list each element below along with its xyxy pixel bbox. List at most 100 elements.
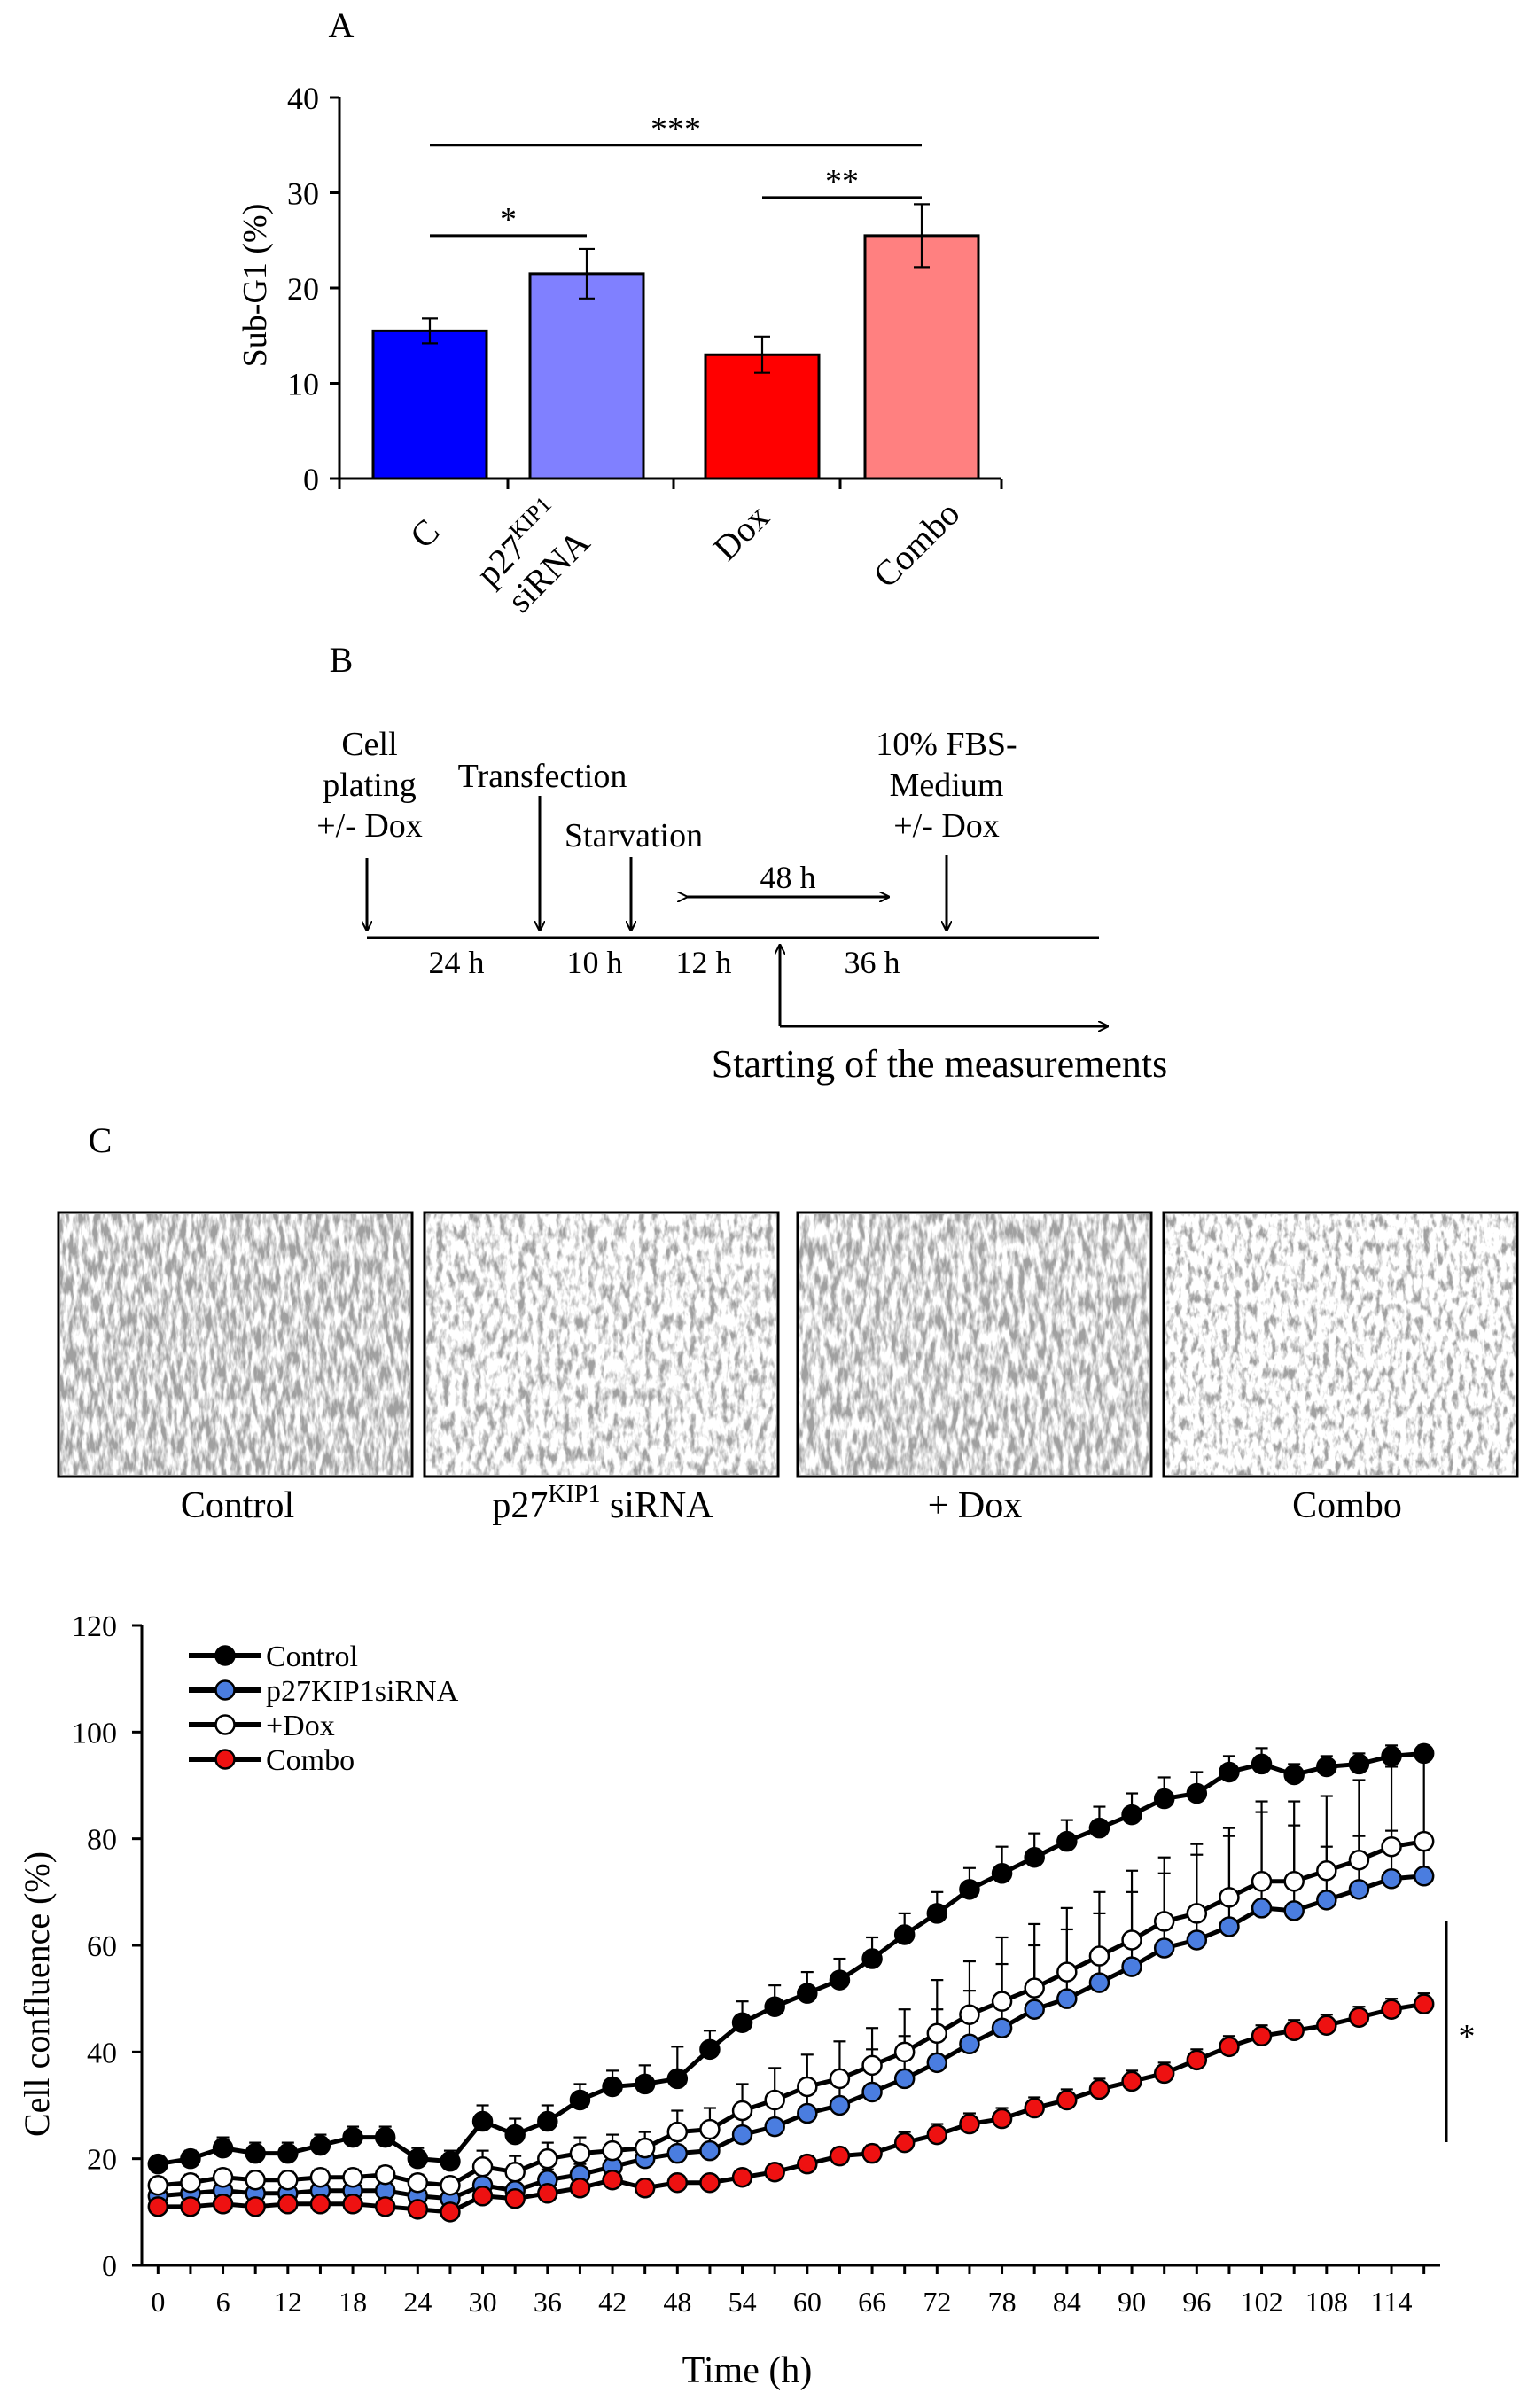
line-series-2-point	[893, 2068, 916, 2090]
line-series-2-point	[797, 2102, 818, 2124]
line-series-3-point	[634, 2137, 656, 2159]
micrograph-dox-image	[799, 1214, 1149, 1475]
bar-significance-label: **	[825, 163, 859, 200]
line-y-tick-label: 60	[87, 1930, 117, 1963]
line-series-2-point	[959, 2033, 980, 2055]
line-series-3-point	[537, 2147, 558, 2170]
line-series-4-point	[245, 2196, 266, 2217]
line-series-4-point	[374, 2196, 396, 2217]
bar-category-label-c: C	[402, 511, 448, 557]
line-series-1-point	[245, 2142, 266, 2164]
line-series-4-point	[1219, 2036, 1240, 2058]
line-series-3-point	[504, 2161, 526, 2183]
line-series-3-point	[245, 2169, 266, 2191]
line-x-tick-label: 96	[1182, 2286, 1211, 2318]
line-series-3-point	[147, 2175, 169, 2196]
bar-chart-significance: ******	[430, 111, 922, 238]
line-series-2-point	[1316, 1890, 1337, 1911]
line-series-4-point	[342, 2194, 363, 2215]
line-series-1-point	[602, 2076, 623, 2098]
line-series-4-point	[277, 2194, 299, 2215]
line-series-4-point	[602, 2169, 623, 2191]
line-y-tick-label: 100	[72, 1717, 117, 1750]
line-series-4-point	[1024, 2097, 1045, 2119]
line-series-4-point	[147, 2196, 169, 2217]
micrograph-control-image	[60, 1214, 410, 1475]
line-series-1-point	[1348, 1753, 1370, 1775]
line-series-1-point	[926, 1903, 948, 1924]
line-x-tick-label: 6	[216, 2286, 230, 2318]
timeline-segment-24h: 24 h	[429, 945, 485, 980]
line-series-4-point	[537, 2183, 558, 2204]
timeline-segment-10h: 10 h	[567, 945, 623, 980]
line-series-4-point	[1153, 2062, 1175, 2085]
bar-y-tick-label: 10	[287, 367, 319, 402]
line-series-2-point	[731, 2124, 753, 2146]
line-series-3-point	[1381, 1835, 1402, 1858]
bar-significance-label: *	[500, 201, 517, 238]
line-series-3-point	[797, 2076, 818, 2098]
timeline-label-cell: Cell	[341, 726, 397, 763]
line-series-2-point	[991, 2017, 1013, 2039]
timeline-label-starvation: Starvation	[565, 817, 703, 854]
line-series-4-point	[180, 2196, 201, 2217]
line-series-1-point	[829, 1969, 851, 1991]
timeline-label-start: Starting of the measurements	[712, 1042, 1167, 1086]
bar-y-tick-label: 30	[287, 176, 319, 212]
line-series-3-point	[1121, 1929, 1142, 1951]
line-x-tick-label: 90	[1118, 2286, 1146, 2318]
micrograph-label-dox: + Dox	[928, 1485, 1023, 1526]
timeline-label-medium-1: 10% FBS-	[876, 726, 1017, 763]
line-series-3-point	[1348, 1849, 1370, 1871]
line-series-1-point	[731, 2012, 753, 2033]
bar-chart-bars	[371, 234, 980, 480]
micrograph-combo	[1162, 1211, 1519, 1478]
line-series-3-point	[699, 2118, 721, 2140]
line-series-4-point	[731, 2166, 753, 2188]
micrograph-combo-image	[1165, 1214, 1516, 1475]
line-series-4-point	[1121, 2070, 1142, 2092]
micrograph-control	[57, 1211, 414, 1478]
line-series-3-point	[180, 2171, 201, 2194]
bar-y-tick-label: 40	[287, 81, 319, 116]
line-series-3-point	[861, 2054, 883, 2077]
timeline-label-dox: +/- Dox	[316, 807, 423, 845]
line-series-1-point	[991, 1863, 1013, 1884]
line-series-2-point	[1186, 1929, 1208, 1951]
line-series-1-point	[699, 2038, 721, 2061]
line-series-4-path	[158, 2001, 1425, 2215]
timeline-label-transfection: Transfection	[458, 758, 627, 795]
line-series-3-point	[374, 2163, 396, 2186]
timeline-label-48h: 48 h	[760, 860, 816, 895]
line-series-2-point	[1121, 1956, 1142, 1977]
line-series-1-point	[1153, 1788, 1175, 1810]
line-series-1-path	[157, 1750, 1424, 2167]
line-series-3-point	[1219, 1887, 1240, 1908]
legend-label-4: Combo	[266, 1744, 355, 1777]
line-series-1-point	[1024, 1846, 1045, 1868]
line-series-3-path	[158, 1839, 1425, 2188]
line-series-1-point	[471, 2110, 494, 2132]
line-series-1-point	[309, 2134, 331, 2156]
legend-marker-4	[214, 1749, 236, 1770]
line-series-3-point	[569, 2142, 591, 2164]
line-series-4-point	[1251, 2025, 1273, 2047]
line-series-3-point	[764, 2089, 785, 2111]
line-series-1-point	[569, 2089, 591, 2111]
line-series-1-point	[407, 2147, 429, 2170]
line-series-1-point	[1381, 1745, 1402, 1767]
line-series-1-point	[1413, 1742, 1435, 1765]
line-x-tick-label: 102	[1241, 2286, 1283, 2318]
bar-chart-ylabel: Sub-G1 (%)	[237, 204, 274, 368]
bar-1	[371, 329, 488, 480]
line-series-3-point	[1413, 1830, 1435, 1852]
line-series-2-point	[1088, 1972, 1110, 1993]
line-series-2-point	[1251, 1898, 1273, 1919]
line-series-1-point	[180, 2147, 201, 2170]
line-x-tick-label: 108	[1305, 2286, 1348, 2318]
line-series-3-point	[731, 2100, 753, 2122]
line-series-3-point	[1186, 1903, 1208, 1924]
line-x-tick-label: 24	[403, 2286, 432, 2318]
panel-label-b: B	[330, 640, 354, 680]
